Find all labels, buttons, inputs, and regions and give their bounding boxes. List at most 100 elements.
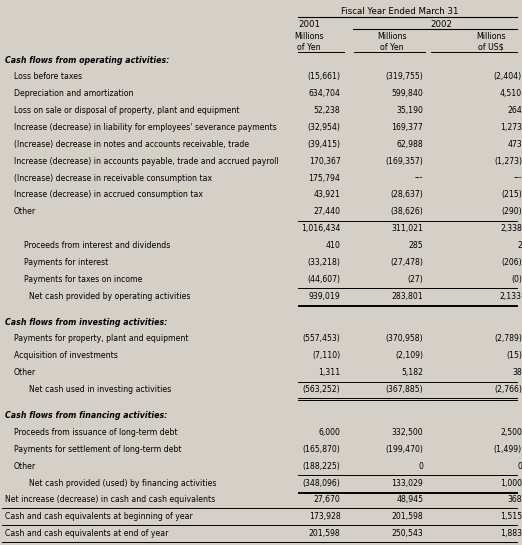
Text: Millions
of Yen: Millions of Yen (377, 32, 407, 52)
Text: 283,801: 283,801 (392, 292, 423, 300)
Text: 27,670: 27,670 (314, 495, 340, 505)
Text: (44,607): (44,607) (307, 275, 340, 284)
Text: 2,133: 2,133 (500, 292, 522, 300)
Text: 201,598: 201,598 (392, 512, 423, 521)
Text: (0): (0) (511, 275, 522, 284)
Text: Other: Other (14, 368, 36, 377)
Text: (1,273): (1,273) (494, 157, 522, 166)
Text: Millions
of US$: Millions of US$ (476, 32, 506, 52)
Text: Other: Other (14, 462, 36, 471)
Text: 634,704: 634,704 (309, 89, 340, 98)
Text: 48,945: 48,945 (396, 495, 423, 505)
Text: 1,000: 1,000 (500, 479, 522, 488)
Text: 1,016,434: 1,016,434 (301, 224, 340, 233)
Text: Acquisition of investments: Acquisition of investments (14, 352, 117, 360)
Text: (39,415): (39,415) (307, 140, 340, 149)
Text: (7,110): (7,110) (312, 352, 340, 360)
Text: 2002: 2002 (431, 20, 453, 29)
Text: (319,755): (319,755) (386, 72, 423, 81)
Text: (199,470): (199,470) (385, 445, 423, 454)
Text: 4,510: 4,510 (500, 89, 522, 98)
Text: Loss before taxes: Loss before taxes (14, 72, 82, 81)
Text: (2,404): (2,404) (494, 72, 522, 81)
Text: (15): (15) (506, 352, 522, 360)
Text: (Increase) decrease in receivable consumption tax: (Increase) decrease in receivable consum… (14, 173, 212, 183)
Text: (33,218): (33,218) (307, 258, 340, 267)
Text: Payments for property, plant and equipment: Payments for property, plant and equipme… (14, 335, 188, 343)
Text: 133,029: 133,029 (392, 479, 423, 488)
Text: 0: 0 (517, 462, 522, 471)
Text: (367,885): (367,885) (386, 385, 423, 394)
Text: Other: Other (14, 207, 36, 216)
Text: (215): (215) (501, 190, 522, 199)
Text: 311,021: 311,021 (392, 224, 423, 233)
Text: 2,500: 2,500 (500, 428, 522, 437)
Text: Depreciation and amortization: Depreciation and amortization (14, 89, 133, 98)
Text: 1,311: 1,311 (318, 368, 340, 377)
Text: Net cash provided by operating activities: Net cash provided by operating activitie… (29, 292, 191, 300)
Text: 939,019: 939,019 (309, 292, 340, 300)
Text: 1,273: 1,273 (500, 123, 522, 132)
Text: 368: 368 (507, 495, 522, 505)
Text: Payments for settlement of long-term debt: Payments for settlement of long-term deb… (14, 445, 181, 454)
Text: Increase (decrease) in liability for employees' severance payments: Increase (decrease) in liability for emp… (14, 123, 277, 132)
Text: Cash and cash equivalents at end of year: Cash and cash equivalents at end of year (5, 529, 168, 538)
Text: 264: 264 (507, 106, 522, 115)
Text: Net cash used in investing activities: Net cash used in investing activities (29, 385, 171, 394)
Text: (563,252): (563,252) (303, 385, 340, 394)
Text: Fiscal Year Ended March 31: Fiscal Year Ended March 31 (341, 7, 459, 16)
Text: Proceeds from issuance of long-term debt: Proceeds from issuance of long-term debt (14, 428, 177, 437)
Text: (169,357): (169,357) (386, 157, 423, 166)
Text: (32,954): (32,954) (307, 123, 340, 132)
Text: 1,515: 1,515 (500, 512, 522, 521)
Text: 2: 2 (517, 241, 522, 250)
Text: Cash flows from investing activities:: Cash flows from investing activities: (5, 318, 167, 326)
Text: (1,499): (1,499) (494, 445, 522, 454)
Text: ---: --- (415, 173, 423, 183)
Text: 250,543: 250,543 (392, 529, 423, 538)
Text: 173,928: 173,928 (309, 512, 340, 521)
Text: 38: 38 (512, 368, 522, 377)
Text: 285: 285 (409, 241, 423, 250)
Text: 27,440: 27,440 (313, 207, 340, 216)
Text: Cash flows from financing activities:: Cash flows from financing activities: (5, 411, 167, 420)
Text: (370,958): (370,958) (386, 335, 423, 343)
Text: 410: 410 (326, 241, 340, 250)
Text: 175,794: 175,794 (309, 173, 340, 183)
Text: 35,190: 35,190 (397, 106, 423, 115)
Text: (15,661): (15,661) (307, 72, 340, 81)
Text: (28,637): (28,637) (390, 190, 423, 199)
Text: Increase (decrease) in accrued consumption tax: Increase (decrease) in accrued consumpti… (14, 190, 203, 199)
Text: 170,367: 170,367 (309, 157, 340, 166)
Text: Net cash provided (used) by financing activities: Net cash provided (used) by financing ac… (29, 479, 217, 488)
Text: 5,182: 5,182 (401, 368, 423, 377)
Text: 52,238: 52,238 (314, 106, 340, 115)
Text: (348,096): (348,096) (303, 479, 340, 488)
Text: (38,626): (38,626) (390, 207, 423, 216)
Text: (2,109): (2,109) (395, 352, 423, 360)
Text: Net increase (decrease) in cash and cash equivalents: Net increase (decrease) in cash and cash… (5, 495, 215, 505)
Text: (2,766): (2,766) (494, 385, 522, 394)
Text: (188,225): (188,225) (303, 462, 340, 471)
Text: 0: 0 (419, 462, 423, 471)
Text: 1,883: 1,883 (500, 529, 522, 538)
Text: ---: --- (514, 173, 522, 183)
Text: 6,000: 6,000 (318, 428, 340, 437)
Text: 43,921: 43,921 (313, 190, 340, 199)
Text: 62,988: 62,988 (397, 140, 423, 149)
Text: (27): (27) (408, 275, 423, 284)
Text: (2,789): (2,789) (494, 335, 522, 343)
Text: (165,870): (165,870) (303, 445, 340, 454)
Text: 2,338: 2,338 (500, 224, 522, 233)
Text: Proceeds from interest and dividends: Proceeds from interest and dividends (24, 241, 170, 250)
Text: Cash flows from operating activities:: Cash flows from operating activities: (5, 56, 169, 65)
Text: Loss on sale or disposal of property, plant and equipment: Loss on sale or disposal of property, pl… (14, 106, 239, 115)
Text: Cash and cash equivalents at beginning of year: Cash and cash equivalents at beginning o… (5, 512, 193, 521)
Text: (290): (290) (501, 207, 522, 216)
Text: (206): (206) (501, 258, 522, 267)
Text: Payments for interest: Payments for interest (24, 258, 108, 267)
Text: (Increase) decrease in notes and accounts receivable, trade: (Increase) decrease in notes and account… (14, 140, 249, 149)
Text: 599,840: 599,840 (392, 89, 423, 98)
Text: 473: 473 (507, 140, 522, 149)
Text: Payments for taxes on income: Payments for taxes on income (24, 275, 143, 284)
